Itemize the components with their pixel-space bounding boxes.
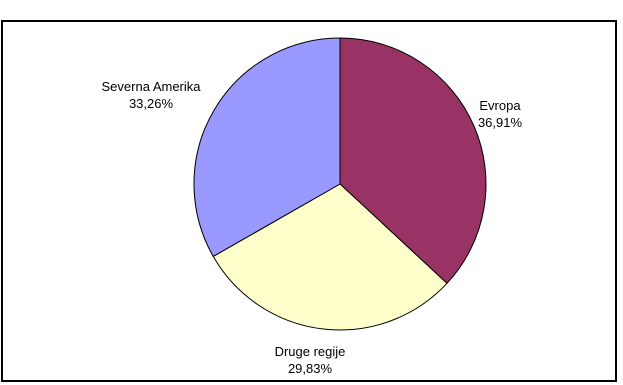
slice-value-druge-regije: 29,83% xyxy=(287,361,333,376)
slice-value-severna-amerika: 33,26% xyxy=(128,96,174,111)
pie-slice-evropa xyxy=(339,37,487,285)
pie-chart xyxy=(193,37,487,331)
pie-slice-druge-regije xyxy=(212,183,448,331)
title-clip xyxy=(0,0,623,21)
slice-label-severna-amerika: Severna Amerika 33,26% xyxy=(102,78,201,112)
slice-category-severna-amerika: Severna Amerika xyxy=(101,79,201,94)
slice-label-druge-regije: Druge regije 29,83% xyxy=(275,343,346,377)
chart-area: Evropa 36,91% Druge regije 29,83% Severn… xyxy=(1,20,617,382)
slice-category-druge-regije: Druge regije xyxy=(274,344,346,359)
slice-category-evropa: Evropa xyxy=(479,98,521,113)
slice-value-evropa: 36,91% xyxy=(477,115,523,130)
pie-slice-severna-amerika xyxy=(193,37,341,258)
slice-label-evropa: Evropa 36,91% xyxy=(478,97,522,131)
